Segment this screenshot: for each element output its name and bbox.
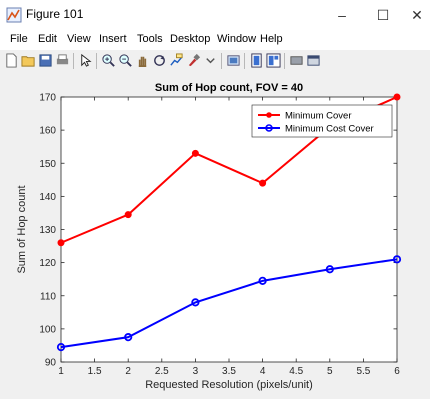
zoom-out-icon[interactable]	[118, 53, 133, 68]
brush-icon[interactable]	[186, 53, 201, 68]
data-point	[191, 298, 200, 307]
dock-figure-icon[interactable]	[306, 53, 321, 68]
y-tick-label: 170	[39, 93, 56, 104]
series-line-1	[60, 258, 398, 349]
figure-toolbar	[0, 50, 430, 73]
new-figure-icon[interactable]	[4, 53, 19, 68]
y-axis-label: Sum of Hop count	[16, 185, 28, 273]
menu-insert[interactable]: Insert	[99, 33, 127, 45]
toolbar-separator	[73, 53, 74, 69]
x-tick-label: 1	[58, 366, 64, 377]
data-point	[191, 149, 199, 157]
legend-marker	[266, 112, 272, 118]
menu-edit[interactable]: Edit	[38, 33, 57, 45]
pan-icon[interactable]	[135, 53, 150, 68]
menu-view[interactable]: View	[67, 33, 91, 45]
data-point	[57, 239, 65, 247]
insert-legend-icon[interactable]	[249, 53, 264, 68]
data-point	[124, 333, 133, 342]
toolbar-separator	[221, 53, 222, 69]
x-tick-label: 3	[193, 366, 199, 377]
data-point	[392, 255, 402, 264]
hide-plot-tools-icon[interactable]	[266, 53, 281, 68]
x-tick-label: 3.5	[222, 366, 236, 377]
rotate-3d-icon[interactable]	[152, 53, 167, 68]
data-point	[259, 179, 267, 187]
y-tick-label: 150	[39, 159, 56, 170]
y-tick-label: 110	[40, 291, 56, 302]
data-point	[393, 93, 401, 101]
x-axis-label: Requested Resolution (pixels/unit)	[145, 379, 313, 391]
x-tick-label: 1.5	[88, 366, 102, 377]
data-point	[258, 276, 267, 285]
maximize-button[interactable]: ☐	[376, 7, 390, 23]
legend-label: Minimum Cost Cover	[285, 124, 374, 135]
close-button[interactable]: ✕	[411, 7, 423, 23]
print-icon[interactable]	[55, 53, 70, 68]
x-tick-label: 6	[394, 366, 400, 377]
y-tick-label: 140	[39, 192, 56, 203]
y-tick-label: 90	[45, 358, 57, 369]
window-title: Figure 101	[26, 7, 84, 21]
zoom-in-icon[interactable]	[101, 53, 116, 68]
toolbar-separator	[284, 53, 285, 69]
insert-colorbar-icon[interactable]	[226, 53, 241, 68]
menu-file[interactable]: File	[10, 33, 28, 45]
legend-label: Minimum Cover	[285, 111, 352, 122]
y-tick-label: 120	[39, 258, 56, 269]
data-cursor-icon[interactable]	[169, 53, 184, 68]
x-tick-label: 5.5	[356, 366, 370, 377]
line-chart: Sum of Hop count, FOV = 40 1 1.5 2 2.5 3 3.5 4 4…	[16, 82, 402, 391]
x-tick-label: 4.5	[289, 366, 303, 377]
menu-help[interactable]: Help	[260, 33, 283, 45]
link-plot-icon[interactable]	[203, 53, 218, 68]
x-tick-label: 4	[260, 366, 266, 377]
y-tick-label: 160	[39, 126, 56, 137]
menu-desktop[interactable]: Desktop	[170, 33, 211, 45]
minimize-button[interactable]: –	[338, 7, 346, 23]
x-tick-label: 2	[125, 366, 131, 377]
menu-window[interactable]: Window	[217, 33, 257, 45]
x-tick-label: 5	[327, 366, 333, 377]
chart-title: Sum of Hop count, FOV = 40	[155, 82, 303, 94]
y-tick-label: 130	[39, 225, 56, 236]
legend-marker	[265, 124, 273, 132]
x-tick-label: 2.5	[155, 366, 169, 377]
title-bar: Figure 101 – ☐ ✕	[0, 0, 430, 30]
data-point	[56, 342, 66, 352]
y-tick-label: 100	[39, 324, 56, 335]
matlab-figure-icon	[6, 7, 22, 23]
show-plot-tools-icon[interactable]	[289, 53, 304, 68]
figure-canvas: Sum of Hop count, FOV = 40 1 1.5 2 2.5 3 3.5 4 4…	[0, 72, 430, 394]
data-point	[325, 265, 334, 274]
data-point	[124, 211, 132, 219]
legend-box	[251, 104, 393, 138]
open-file-icon[interactable]	[21, 53, 36, 68]
menu-tools[interactable]: Tools	[137, 33, 163, 45]
plot-area	[60, 96, 398, 363]
toolbar-separator	[96, 53, 97, 69]
pointer-icon[interactable]	[78, 53, 93, 68]
menu-bar: File Edit View Insert Tools Desktop Wind…	[0, 30, 430, 50]
toolbar-separator	[244, 53, 245, 69]
save-icon[interactable]	[38, 53, 53, 68]
